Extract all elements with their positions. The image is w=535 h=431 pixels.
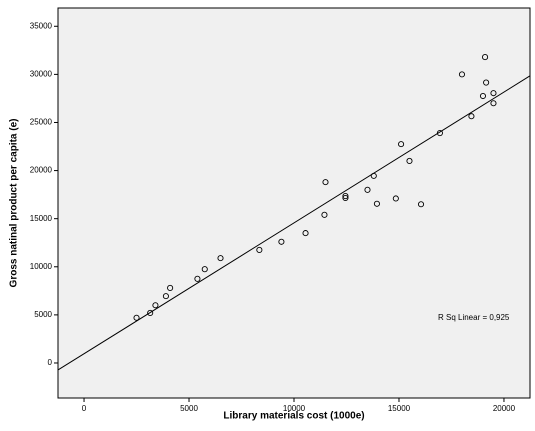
point: [482, 54, 489, 61]
point: [322, 179, 329, 186]
point: [162, 293, 169, 300]
point: [152, 302, 159, 309]
x-tick-label: 15000: [388, 404, 411, 413]
point: [490, 100, 497, 107]
point: [256, 246, 263, 253]
point: [342, 194, 349, 202]
point: [370, 172, 377, 179]
point: [321, 211, 328, 218]
point: [194, 275, 201, 282]
x-axis-label: Library materials cost (1000e): [223, 411, 364, 422]
x-tick-label: 0: [82, 404, 87, 413]
point: [417, 201, 425, 208]
x-tick-label: 5000: [180, 404, 198, 413]
plot-area: [57, 7, 531, 399]
annotation: R Sq Linear = 0,925: [438, 313, 510, 322]
point: [468, 113, 475, 120]
point: [167, 284, 174, 291]
y-tick-label: 15000: [30, 214, 53, 223]
point: [342, 193, 349, 200]
point: [436, 130, 443, 137]
point: [302, 230, 309, 237]
point: [373, 200, 380, 207]
y-tick-label: 5000: [34, 310, 52, 319]
point: [406, 157, 413, 165]
point: [398, 141, 405, 148]
point: [217, 255, 224, 262]
y-tick-label: 20000: [30, 166, 53, 175]
point: [133, 314, 140, 321]
y-tick-label: 30000: [30, 69, 53, 78]
point: [479, 92, 487, 100]
point: [364, 186, 371, 193]
point: [201, 266, 208, 273]
y-tick-label: 10000: [30, 262, 53, 271]
point: [458, 71, 466, 78]
x-tick-label: 20000: [493, 404, 516, 413]
y-tick-label: 0: [48, 358, 53, 367]
y-axis-label: Gross natinal product per capita (e): [9, 119, 20, 288]
fit-line: [57, 75, 531, 371]
x-tick-label: 10000: [283, 404, 306, 413]
point: [392, 195, 399, 202]
point: [147, 309, 154, 317]
y-tick-label: 35000: [30, 21, 53, 30]
point: [490, 90, 497, 97]
point: [278, 238, 285, 245]
point: [483, 79, 490, 86]
y-tick-label: 25000: [30, 118, 53, 127]
